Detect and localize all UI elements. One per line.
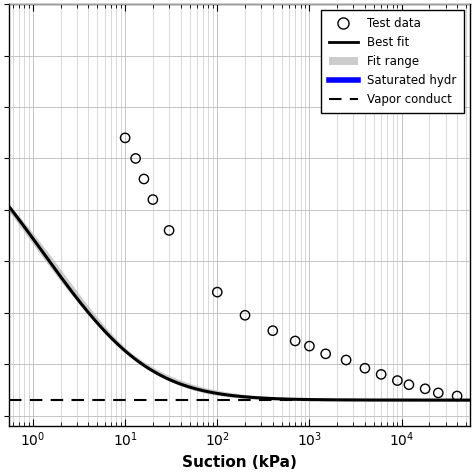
Point	[322, 350, 329, 357]
Point	[121, 134, 129, 142]
Point	[132, 155, 139, 162]
Point	[306, 342, 313, 350]
Point	[361, 365, 369, 372]
Point	[377, 371, 385, 378]
Legend: Test data, Best fit, Fit range, Saturated hydr, Vapor conduct: Test data, Best fit, Fit range, Saturate…	[321, 10, 464, 113]
Point	[435, 389, 442, 397]
Point	[140, 175, 148, 183]
X-axis label: Suction (kPa): Suction (kPa)	[182, 455, 297, 470]
Point	[165, 227, 173, 234]
Point	[421, 385, 429, 392]
Point	[241, 311, 249, 319]
Point	[213, 288, 221, 296]
Point	[269, 327, 276, 335]
Point	[393, 377, 401, 384]
Point	[405, 381, 413, 389]
Point	[453, 392, 461, 400]
Point	[292, 337, 299, 345]
Point	[342, 356, 350, 364]
Point	[149, 196, 156, 203]
